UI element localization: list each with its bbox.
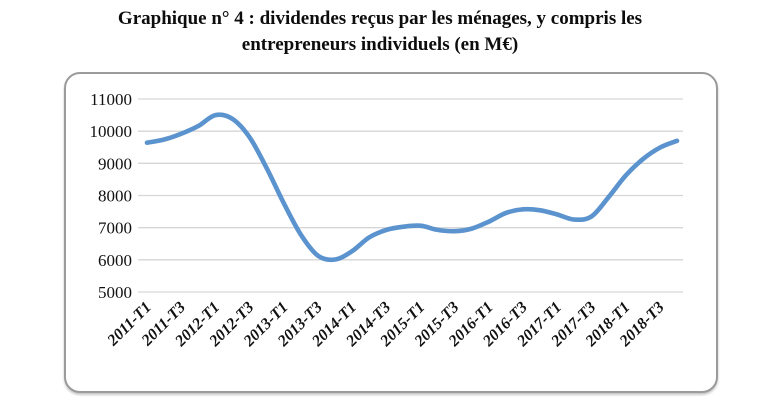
dividends-line-chart: 11000 10000 9000 8000 7000 6000 50002011-T1201… bbox=[90, 90, 683, 351]
data-line-series bbox=[144, 112, 680, 263]
chart-title: Graphique n° 4 : dividendes reçus par le… bbox=[30, 6, 730, 57]
y-gridlines bbox=[138, 98, 683, 293]
y-axis-labels: 11000 10000 9000 8000 7000 6000 5000 bbox=[90, 90, 133, 302]
chart-title-line1: Graphique n° 4 : dividendes reçus par le… bbox=[117, 8, 643, 29]
y-tick-label: 7000 bbox=[98, 219, 132, 238]
y-tick-label: 10000 bbox=[90, 122, 133, 141]
chart-title-line2: entrepreneurs individuels (en M€) bbox=[241, 33, 519, 55]
y-tick-label: 6000 bbox=[98, 251, 132, 270]
y-tick-label: 5000 bbox=[98, 283, 132, 302]
y-tick-label: 8000 bbox=[98, 187, 132, 206]
x-axis-labels: 2011-T12011-T32012-T12012-T32013-T12013-… bbox=[104, 299, 668, 351]
y-tick-label: 9000 bbox=[98, 154, 132, 173]
y-tick-label: 11000 bbox=[90, 90, 132, 109]
chart-frame: 11000 10000 9000 8000 7000 6000 5000 2011-T1 201… bbox=[64, 72, 718, 393]
